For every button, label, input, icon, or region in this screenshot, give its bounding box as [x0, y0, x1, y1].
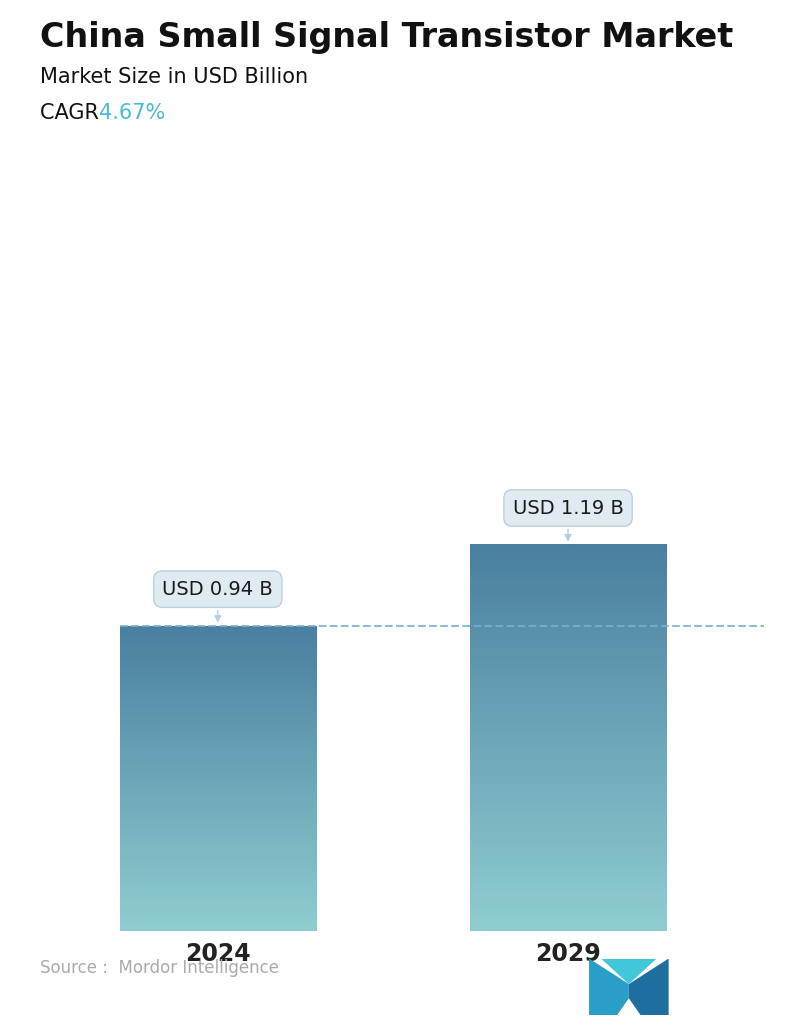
Text: Source :  Mordor Intelligence: Source : Mordor Intelligence: [40, 960, 279, 977]
Polygon shape: [629, 959, 669, 1015]
Polygon shape: [589, 959, 629, 1015]
Text: CAGR: CAGR: [40, 103, 105, 123]
Text: China Small Signal Transistor Market: China Small Signal Transistor Market: [40, 21, 733, 54]
Polygon shape: [617, 999, 641, 1015]
Text: 4.67%: 4.67%: [100, 103, 166, 123]
Polygon shape: [601, 959, 657, 984]
Text: USD 1.19 B: USD 1.19 B: [513, 498, 623, 540]
Text: USD 0.94 B: USD 0.94 B: [162, 580, 273, 621]
Text: Market Size in USD Billion: Market Size in USD Billion: [40, 67, 308, 87]
